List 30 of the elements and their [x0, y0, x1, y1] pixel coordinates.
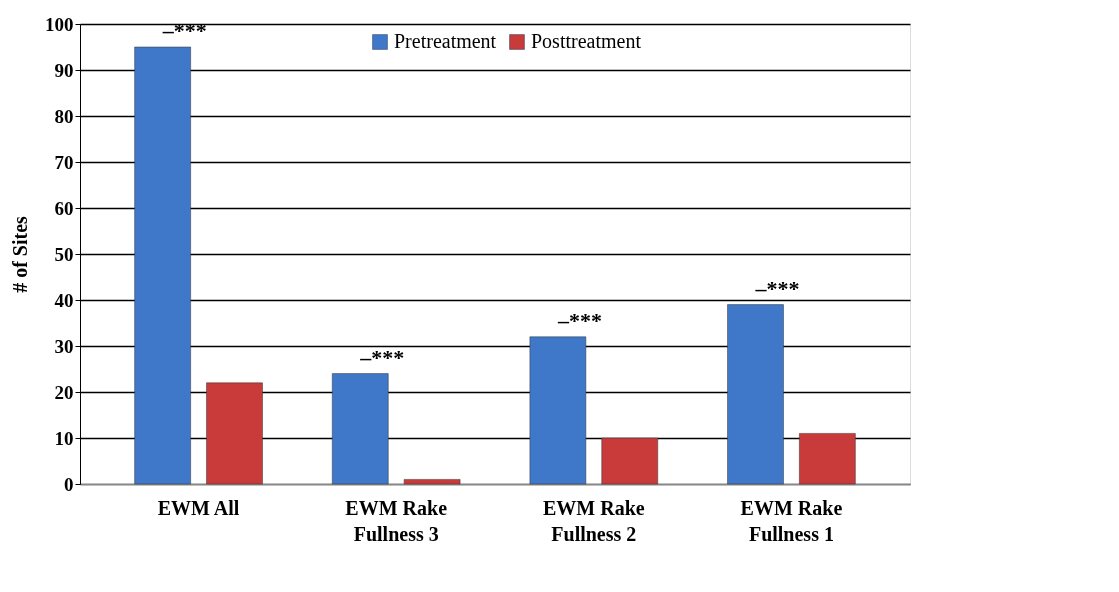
bar	[403, 479, 461, 485]
y-tick-label: 10	[54, 427, 74, 449]
bar	[206, 382, 263, 485]
y-tick-label: 70	[54, 151, 74, 173]
y-tick-label: 0	[64, 473, 74, 495]
x-tick-label: EWM Rake Fullness 1	[740, 496, 843, 545]
bar	[601, 437, 658, 485]
bar	[134, 46, 191, 485]
y-tick-label: 40	[54, 289, 74, 311]
y-tick-label: 100	[45, 13, 74, 35]
annotation: –***	[556, 307, 602, 333]
y-tick-label: 20	[54, 381, 74, 403]
y-tick-label: 80	[54, 105, 74, 127]
x-tick-label: EWM All	[157, 496, 240, 519]
legend-label: Posttreatment	[531, 30, 642, 52]
legend-label: Pretreatment	[394, 30, 497, 52]
bar	[727, 304, 784, 485]
y-tick-label: 30	[54, 335, 74, 357]
bar	[799, 433, 856, 485]
y-tick-label: 90	[54, 59, 74, 81]
y-tick-label: 60	[54, 197, 74, 219]
bar	[529, 336, 587, 485]
annotation: –***	[161, 18, 207, 43]
bar	[332, 373, 389, 485]
y-axis-title: # of Sites	[9, 215, 31, 293]
x-tick-label: EWM Rake Fullness 2	[542, 496, 645, 545]
x-tick-label: EWM Rake Fullness 3	[345, 496, 448, 545]
y-tick-label: 50	[54, 243, 74, 265]
annotation: –***	[359, 344, 405, 370]
annotation: –***	[754, 275, 800, 301]
